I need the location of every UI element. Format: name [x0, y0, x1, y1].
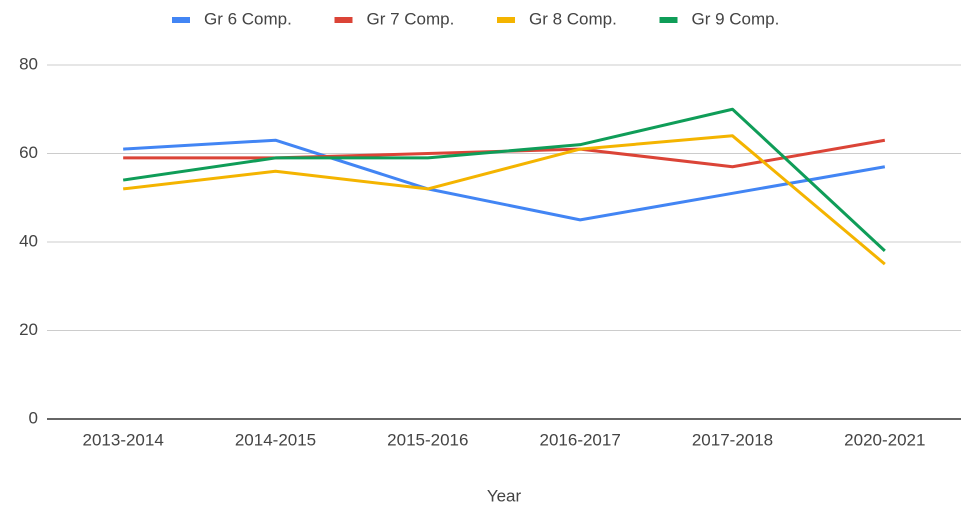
x-tick-label: 2016-2017 [540, 430, 621, 449]
y-tick-label: 0 [29, 408, 38, 427]
x-tick-label: 2014-2015 [235, 430, 316, 449]
series-line [122, 134, 886, 266]
y-tick-label: 20 [19, 320, 38, 339]
legend-label: Gr 9 Comp. [692, 9, 780, 28]
y-tick-label: 60 [19, 143, 38, 162]
x-axis-label: Year [487, 486, 522, 505]
legend-label: Gr 6 Comp. [204, 9, 292, 28]
y-tick-label: 80 [19, 54, 38, 73]
series-line [123, 138, 886, 222]
x-tick-label: 2013-2014 [83, 430, 164, 449]
legend-label: Gr 8 Comp. [529, 9, 617, 28]
series-line [122, 107, 886, 252]
x-tick-label: 2020-2021 [844, 430, 925, 449]
y-tick-label: 40 [19, 231, 38, 250]
x-tick-label: 2015-2016 [387, 430, 468, 449]
legend-label: Gr 7 Comp. [367, 9, 455, 28]
x-tick-label: 2017-2018 [692, 430, 773, 449]
